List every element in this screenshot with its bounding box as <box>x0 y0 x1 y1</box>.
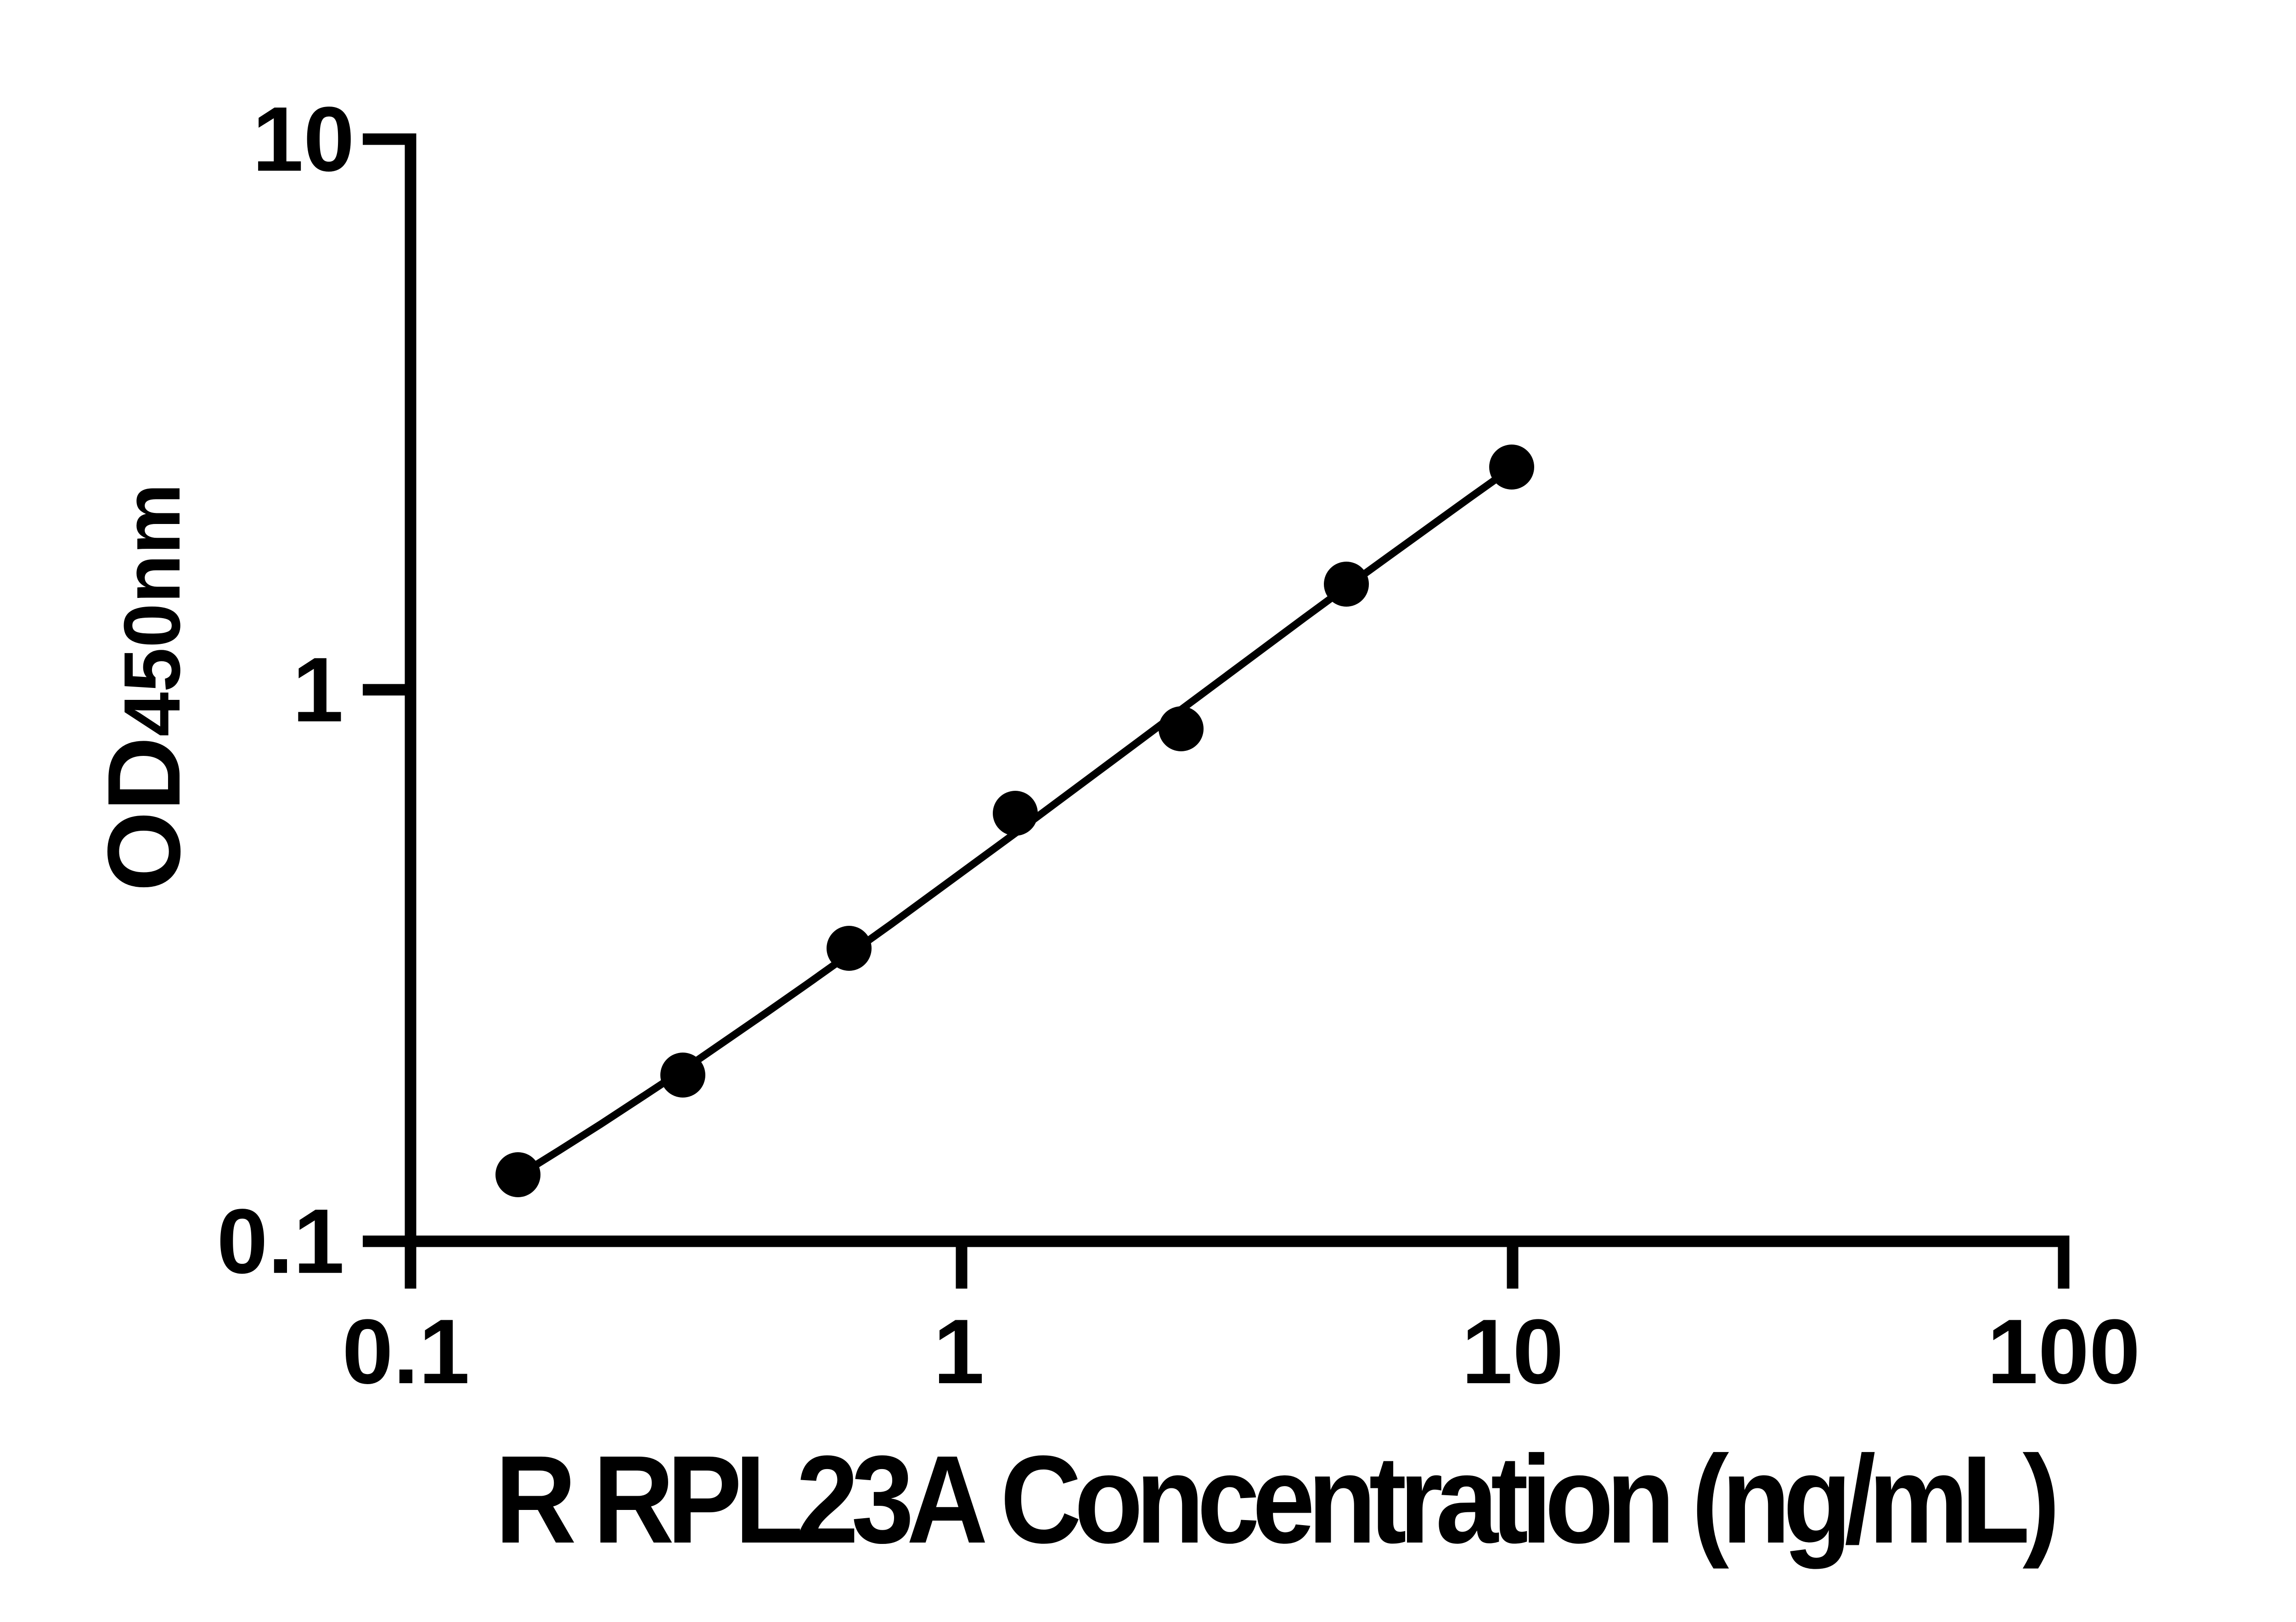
svg-text:OD450nm: OD450nm <box>86 484 202 892</box>
svg-text:100: 100 <box>1987 1301 2140 1403</box>
svg-text:10: 10 <box>1462 1301 1564 1403</box>
svg-text:1: 1 <box>933 1301 984 1403</box>
svg-text:0.1: 0.1 <box>342 1301 470 1403</box>
svg-text:R RPL23A Concentration (ng/mL): R RPL23A Concentration (ng/mL) <box>495 1429 2056 1570</box>
svg-text:10: 10 <box>253 88 355 191</box>
svg-text:1: 1 <box>293 639 343 741</box>
svg-text:0.1: 0.1 <box>217 1190 344 1293</box>
